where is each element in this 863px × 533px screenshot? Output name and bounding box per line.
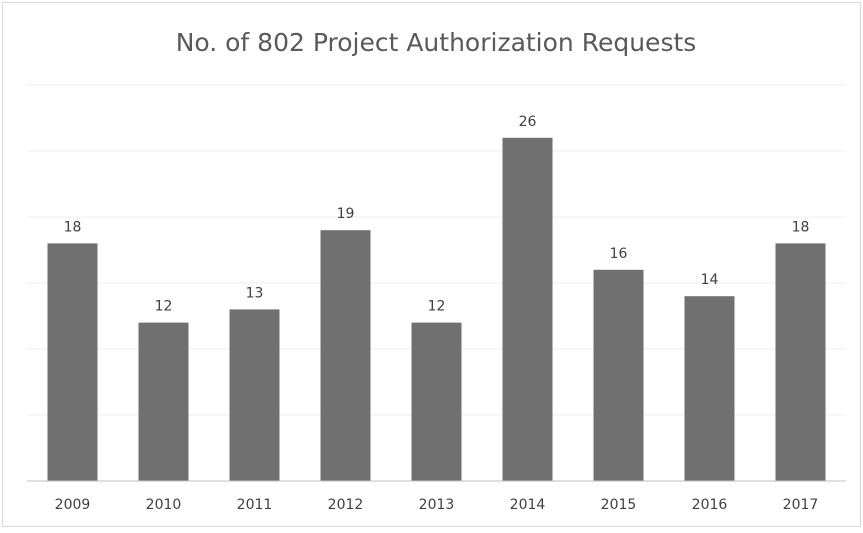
x-tick-label: 2011 [237, 497, 273, 513]
data-label: 26 [519, 114, 537, 130]
x-tick-label: 2009 [55, 497, 91, 513]
data-label: 13 [246, 285, 264, 301]
x-tick-label: 2010 [146, 497, 182, 513]
chart-title: No. of 802 Project Authorization Request… [176, 28, 697, 57]
bar [684, 296, 735, 481]
data-label: 18 [792, 219, 810, 235]
x-tick-label: 2015 [601, 497, 637, 513]
x-tick-label: 2013 [419, 497, 455, 513]
bar [593, 269, 644, 481]
x-tick-label: 2012 [328, 497, 364, 513]
data-label: 12 [155, 299, 173, 315]
bar [775, 243, 826, 481]
x-tick-label: 2017 [783, 497, 819, 513]
data-label: 18 [64, 219, 82, 235]
bar [229, 309, 280, 481]
bar [47, 243, 98, 481]
data-label: 16 [610, 246, 628, 262]
data-label: 12 [428, 299, 446, 315]
x-tick-label: 2014 [510, 497, 546, 513]
bar [502, 137, 553, 482]
data-label: 14 [701, 272, 719, 288]
bar [138, 322, 189, 481]
bar [320, 230, 371, 481]
data-label: 19 [337, 206, 355, 222]
x-tick-label: 2016 [692, 497, 728, 513]
bar [411, 322, 462, 481]
